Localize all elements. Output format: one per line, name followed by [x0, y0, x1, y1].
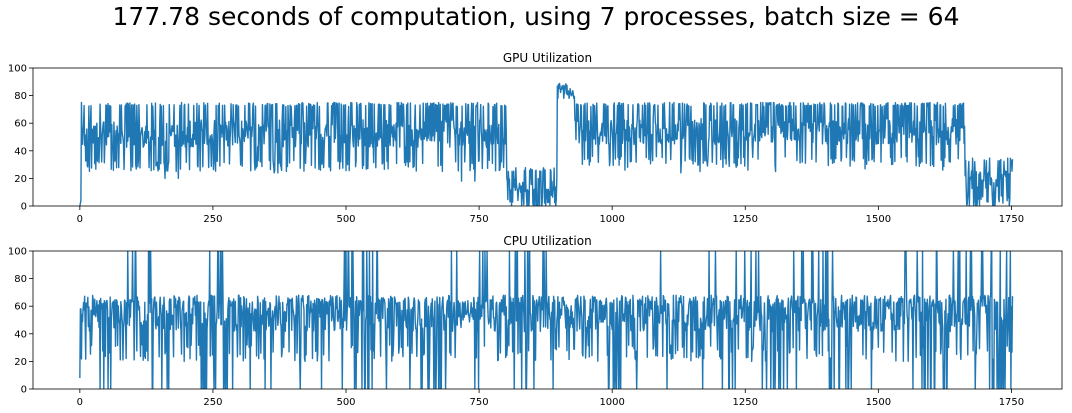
cpu-xtick-label: 1000: [599, 397, 624, 408]
cpu-xtick-label: 1250: [733, 397, 758, 408]
cpu-xtick-label: 1750: [999, 397, 1024, 408]
gpu-ytick-label: 80: [14, 91, 27, 102]
gpu-ytick-label: 100: [8, 64, 27, 75]
figure-title: 177.78 seconds of computation, using 7 p…: [112, 2, 960, 31]
gpu-ytick-label: 40: [14, 146, 27, 157]
gpu-xtick-label: 250: [203, 214, 222, 225]
gpu-xtick-label: 750: [470, 214, 489, 225]
cpu-ytick-label: 0: [21, 385, 27, 396]
cpu-xtick-label: 250: [203, 397, 222, 408]
cpu-ytick-label: 100: [8, 247, 27, 258]
gpu-ytick-label: 20: [14, 174, 27, 185]
gpu-xtick-label: 1250: [733, 214, 758, 225]
gpu-series-line: [79, 82, 1014, 206]
gpu-axes-frame: [32, 67, 1063, 207]
cpu-title: CPU Utilization: [503, 234, 591, 248]
gpu-xtick-label: 1000: [599, 214, 624, 225]
gpu-ytick-label: 0: [21, 202, 27, 213]
cpu-xtick-label: 500: [336, 397, 355, 408]
cpu-xtick-label: 750: [470, 397, 489, 408]
cpu-ytick-label: 20: [14, 357, 27, 368]
cpu-xtick-label: 1500: [866, 397, 891, 408]
gpu-xtick-label: 0: [77, 214, 83, 225]
gpu-xtick-label: 500: [336, 214, 355, 225]
cpu-xtick-label: 0: [77, 397, 83, 408]
cpu-ytick-label: 80: [14, 274, 27, 285]
cpu-axes-frame: [32, 250, 1063, 390]
cpu-ytick-label: 60: [14, 302, 27, 313]
cpu-ytick-label: 40: [14, 329, 27, 340]
gpu-xtick-label: 1500: [866, 214, 891, 225]
gpu-ytick-label: 60: [14, 119, 27, 130]
cpu-series-line: [79, 251, 1014, 389]
gpu-title: GPU Utilization: [503, 51, 592, 65]
gpu-xtick-label: 1750: [999, 214, 1024, 225]
